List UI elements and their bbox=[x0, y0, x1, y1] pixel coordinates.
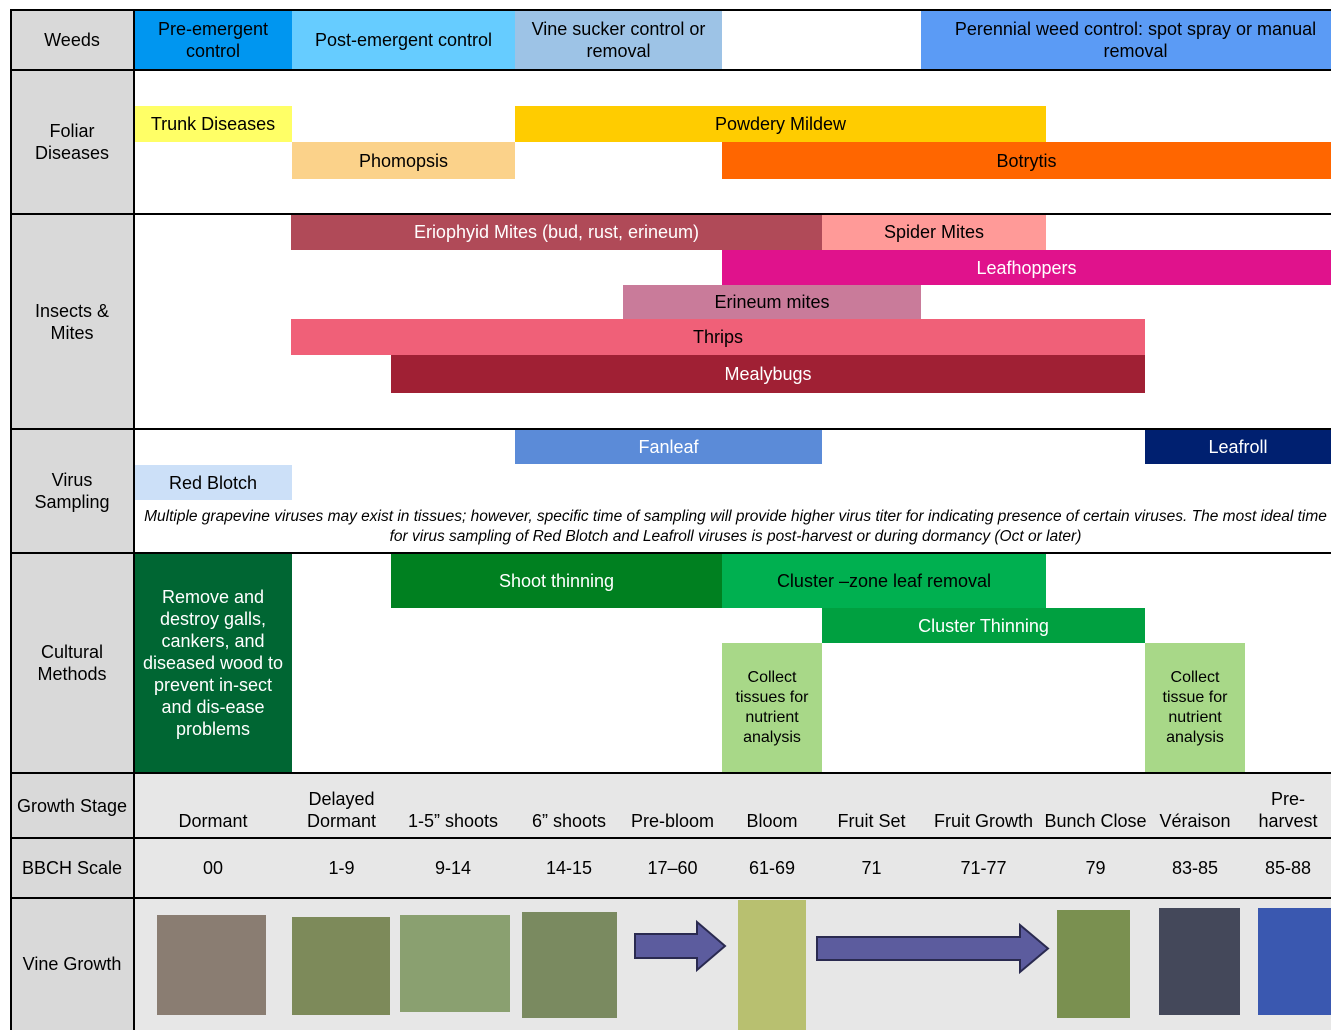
stage-name: Véraison bbox=[1159, 811, 1231, 831]
bbch-value: 9-14 bbox=[434, 858, 472, 878]
bar: Leafhoppers bbox=[722, 250, 1331, 285]
bbch-value: 79 bbox=[1085, 858, 1106, 878]
stage-name: Fruit Growth bbox=[933, 811, 1034, 831]
bbch-value: 71 bbox=[861, 858, 882, 878]
arrow bbox=[634, 919, 727, 973]
note: Multiple grapevine viruses may exist in … bbox=[144, 508, 1327, 545]
vine-photo bbox=[157, 915, 266, 1015]
bar: Trunk Diseases bbox=[134, 106, 292, 142]
bar: Botrytis bbox=[722, 142, 1331, 179]
bar: Vine sucker control or removal bbox=[515, 10, 722, 70]
stage-name: Fruit Set bbox=[837, 811, 906, 831]
bar: Cluster –zone leaf removal bbox=[722, 553, 1046, 608]
bbch-value: 83-85 bbox=[1171, 858, 1219, 878]
bar: Cluster Thinning bbox=[822, 608, 1145, 643]
bar: Fanleaf bbox=[515, 429, 822, 464]
bbch-value: 17–60 bbox=[647, 858, 698, 878]
row-label: Weeds bbox=[44, 30, 100, 50]
row-label: Virus Sampling bbox=[34, 470, 110, 512]
row-label: Vine Growth bbox=[22, 954, 122, 974]
bbch-value: 1-9 bbox=[328, 858, 355, 878]
bar: Collect tissues for nutrient analysis bbox=[722, 643, 822, 773]
stage-name: 6” shoots bbox=[531, 811, 607, 831]
vine-photo bbox=[1159, 908, 1240, 1015]
bar: Eriophyid Mites (bud, rust, erineum) bbox=[291, 214, 822, 250]
stage-name: Pre-bloom bbox=[630, 811, 715, 831]
bbch-value: 00 bbox=[202, 858, 224, 878]
bar: Erineum mites bbox=[623, 285, 921, 319]
stage-name: Delayed Dormant bbox=[306, 789, 377, 831]
vine-photo bbox=[522, 912, 617, 1018]
bbch-value: 85-88 bbox=[1264, 858, 1312, 878]
bar: Powdery Mildew bbox=[515, 106, 1046, 142]
stage-name: 1-5” shoots bbox=[407, 811, 499, 831]
bar: Perennial weed control: spot spray or ma… bbox=[921, 10, 1331, 70]
bar: Shoot thinning bbox=[391, 553, 722, 608]
stage-name: Pre-harvest bbox=[1258, 789, 1318, 831]
row-label: Cultural Methods bbox=[37, 642, 107, 684]
bar: Phomopsis bbox=[292, 142, 515, 179]
grid-line bbox=[10, 69, 1331, 71]
bbch-value: 71-77 bbox=[960, 858, 1007, 878]
bar: Remove and destroy galls, cankers, and d… bbox=[134, 553, 292, 773]
grid-line bbox=[10, 772, 1331, 774]
arrow bbox=[816, 922, 1050, 975]
bar: Post-emergent control bbox=[292, 10, 515, 70]
grid-line bbox=[133, 10, 135, 1030]
bar: Mealybugs bbox=[391, 355, 1145, 393]
bar: Red Blotch bbox=[134, 465, 292, 500]
vine-photo bbox=[400, 915, 510, 1012]
grid-line bbox=[10, 552, 1331, 554]
grid-line bbox=[10, 837, 1331, 839]
stage-name: Dormant bbox=[178, 811, 248, 831]
grid-line bbox=[10, 428, 1331, 430]
grid-line bbox=[10, 9, 1331, 11]
row-label: Insects & Mites bbox=[34, 300, 110, 343]
bar: Leafroll bbox=[1145, 429, 1331, 464]
row-label: BBCH Scale bbox=[21, 858, 123, 878]
bar: Spider Mites bbox=[822, 214, 1046, 250]
vine-photo bbox=[1258, 908, 1331, 1015]
grid-line bbox=[10, 897, 1331, 899]
vine-photo bbox=[1057, 910, 1130, 1018]
grid-line bbox=[10, 10, 12, 1030]
bar: Pre-emergent control bbox=[134, 10, 292, 70]
label-column bbox=[10, 10, 134, 1030]
bar: Thrips bbox=[291, 319, 1145, 355]
bar: Collect tissue for nutrient analysis bbox=[1145, 643, 1245, 773]
vine-photo bbox=[738, 900, 806, 1030]
row-label: Foliar Diseases bbox=[34, 121, 110, 163]
vine-photo bbox=[292, 917, 390, 1015]
stage-name: Bunch Close bbox=[1044, 811, 1147, 831]
row-label: Growth Stage bbox=[16, 795, 128, 816]
bbch-value: 61-69 bbox=[748, 858, 796, 878]
stage-name: Bloom bbox=[746, 811, 798, 831]
bbch-value: 14-15 bbox=[545, 858, 593, 878]
grid-line bbox=[10, 213, 1331, 215]
